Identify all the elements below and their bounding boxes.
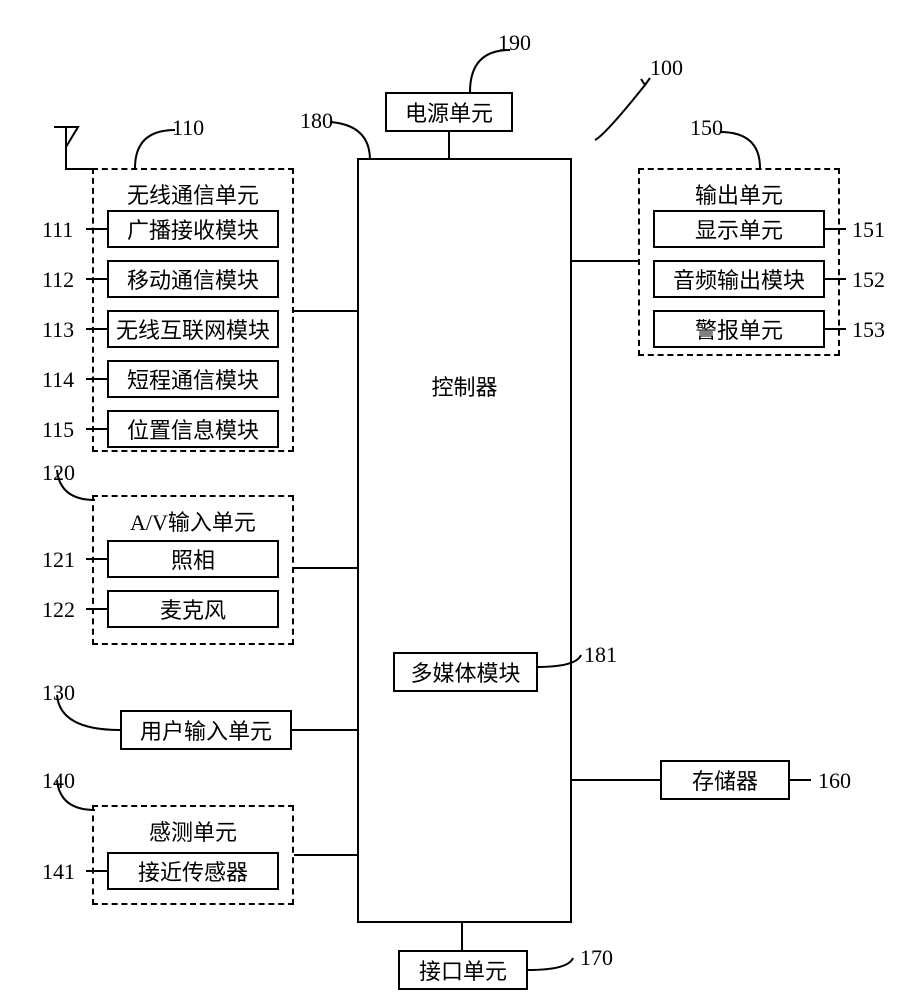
ref-130: 130 [42,680,75,706]
ref-151: 151 [852,217,885,243]
ref-140: 140 [42,768,75,794]
ref-111: 111 [42,217,73,243]
conn-controller-interface [461,923,463,950]
conn-wireless-controller [294,310,357,312]
display-block: 显示单元 [653,210,825,248]
mic-block: 麦克风 [107,590,279,628]
ref-190: 190 [498,30,531,56]
ref-112: 112 [42,267,74,293]
multimedia-block: 多媒体模块 [393,652,538,692]
audio-block: 音频输出模块 [653,260,825,298]
ref-100: 100 [650,55,683,81]
ref-113: 113 [42,317,74,343]
conn-userinput-controller [292,729,357,731]
sensing-group-title: 感测单元 [94,815,292,847]
controller-block: 控制器 多媒体模块 [357,158,572,923]
userinput-block: 用户输入单元 [120,710,292,750]
leader-190 [470,50,510,92]
diagram-canvas: 电源单元 控制器 多媒体模块 无线通信单元 广播接收模块 移动通信模块 无线互联… [0,0,921,1000]
conn-antenna-wireless [65,168,92,170]
ref-180: 180 [300,108,333,134]
ref-153: 153 [852,317,885,343]
conn-controller-output [572,260,638,262]
ref-122: 122 [42,597,75,623]
controller-label: 控制器 [431,370,497,402]
conn-controller-memory [572,779,660,781]
ref-150: 150 [690,115,723,141]
ref-121: 121 [42,547,75,573]
multimedia-label: 多媒体模块 [410,656,520,688]
ref-141: 141 [42,859,75,885]
ref-120: 120 [42,460,75,486]
leader-181 [536,655,581,675]
output-group-title: 输出单元 [640,178,838,210]
ref-152: 152 [852,267,885,293]
antenna-icon [52,125,82,170]
position-block: 位置信息模块 [107,410,279,448]
leader-110 [135,130,175,168]
conn-av-controller [294,567,357,569]
ref-160: 160 [818,768,851,794]
ref-181: 181 [584,642,617,668]
conn-power-controller [448,132,450,158]
conn-sensing-controller [294,854,357,856]
power-unit-block: 电源单元 [385,92,513,132]
broadcast-block: 广播接收模块 [107,210,279,248]
power-unit-label: 电源单元 [405,96,493,128]
wlan-block: 无线互联网模块 [107,310,279,348]
leader-150 [720,130,760,168]
leader-180 [330,120,370,160]
memory-block: 存储器 [660,760,790,800]
leader-100 [595,75,650,140]
av-group-title: A/V输入单元 [94,505,292,537]
interface-block: 接口单元 [398,950,528,990]
ref-114: 114 [42,367,74,393]
leader-170 [528,958,573,978]
shortrange-block: 短程通信模块 [107,360,279,398]
ref-110: 110 [172,115,204,141]
ref-115: 115 [42,417,74,443]
camera-block: 照相 [107,540,279,578]
proximity-block: 接近传感器 [107,852,279,890]
alarm-block: 警报单元 [653,310,825,348]
wireless-group-title: 无线通信单元 [94,178,292,210]
mobile-block: 移动通信模块 [107,260,279,298]
ref-170: 170 [580,945,613,971]
